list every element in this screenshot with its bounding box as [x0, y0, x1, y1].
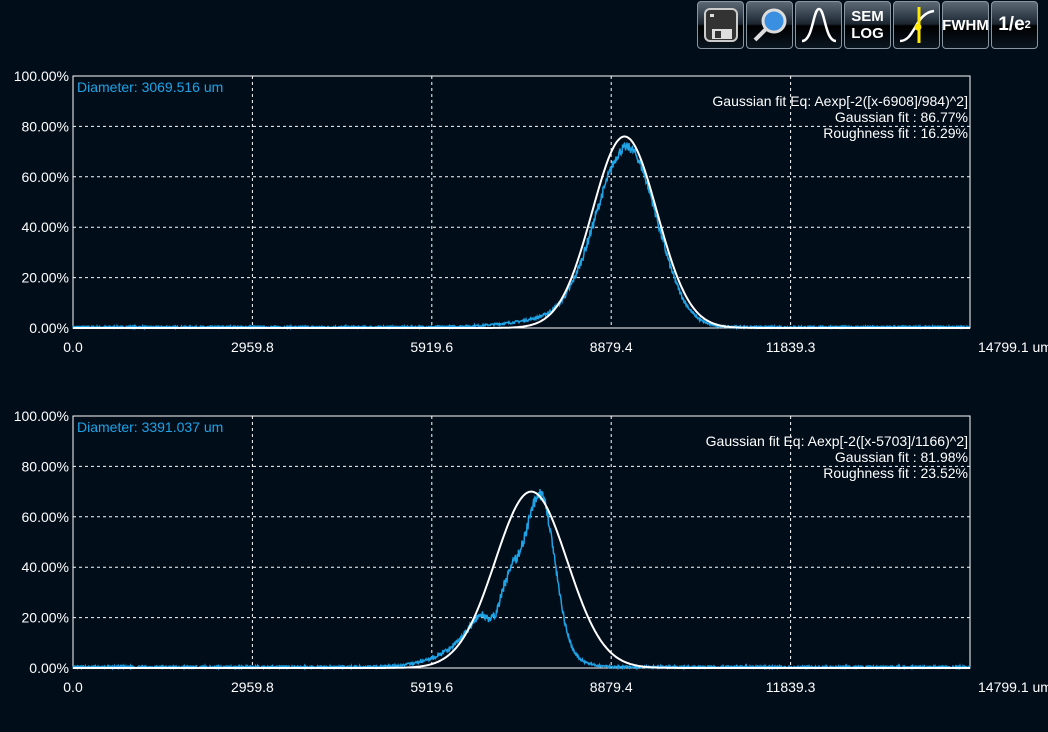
- measured-profile-line: [72, 489, 971, 671]
- diameter-label: Diameter: 3391.037 um: [77, 419, 223, 435]
- threshold-button[interactable]: [893, 1, 940, 49]
- toolbar: SEM LOG FWHM 1/e 2: [697, 1, 1038, 49]
- save-button[interactable]: [697, 1, 744, 49]
- one-over-e-label: 1/e: [998, 14, 1025, 35]
- x-tick-label: 14799.1 um: [978, 339, 1048, 355]
- y-tick-label: 80.00%: [22, 118, 69, 134]
- gaussian-fit-label: Gaussian fit : 86.77%: [835, 109, 968, 125]
- x-tick-label: 8879.4: [590, 339, 633, 355]
- gaussian-icon: [801, 7, 836, 43]
- y-tick-label: 60.00%: [22, 509, 69, 525]
- fwhm-button[interactable]: FWHM: [942, 1, 989, 49]
- x-tick-label: 11839.3: [766, 679, 816, 695]
- x-tick-label: 5919.6: [410, 339, 453, 355]
- x-tick-label: 8879.4: [590, 679, 633, 695]
- profile-chart-x: 0.00% 20.00% 40.00% 60.00% 80.00% 100.00% 0.0 2…: [14, 68, 1048, 355]
- threshold-icon: [899, 7, 934, 43]
- sem-label: SEM: [851, 8, 884, 25]
- y-tick-label: 100.00%: [14, 68, 69, 84]
- x-tick-label: 11839.3: [766, 339, 816, 355]
- y-tick-label: 100.00%: [14, 408, 69, 424]
- y-tick-label: 0.00%: [29, 660, 69, 676]
- equation-label: Gaussian fit Eq: Aexp[-2([x-5703]/1166)^…: [706, 433, 968, 449]
- y-tick-label: 40.00%: [22, 559, 69, 575]
- equation-label: Gaussian fit Eq: Aexp[-2([x-6908]/984)^2…: [712, 93, 968, 109]
- diameter-label: Diameter: 3069.516 um: [77, 79, 223, 95]
- measured-profile-line: [72, 141, 971, 331]
- y-tick-label: 20.00%: [22, 270, 69, 286]
- x-tick-label: 2959.8: [231, 679, 274, 695]
- y-tick-label: 20.00%: [22, 610, 69, 626]
- superscript: 2: [1024, 19, 1031, 31]
- x-tick-label: 0.0: [63, 339, 83, 355]
- gaussian-fit-line: [73, 490, 970, 669]
- x-tick-label: 14799.1 um: [978, 679, 1048, 695]
- x-tick-label: 0.0: [63, 679, 83, 695]
- gaussian-fit-label: Gaussian fit : 81.98%: [835, 449, 968, 465]
- x-tick-label: 2959.8: [231, 339, 274, 355]
- roughness-fit-label: Roughness fit : 16.29%: [823, 125, 968, 141]
- plot-frame: [72, 415, 971, 669]
- y-tick-label: 0.00%: [29, 320, 69, 336]
- y-tick-label: 40.00%: [22, 219, 69, 235]
- profile-chart-y: 0.00% 20.00% 40.00% 60.00% 80.00% 100.00% 0.0 2…: [14, 408, 1048, 695]
- gaussian-button[interactable]: [795, 1, 842, 49]
- magnifier-icon: [753, 8, 786, 42]
- y-tick-label: 60.00%: [22, 169, 69, 185]
- x-tick-label: 5919.6: [410, 679, 453, 695]
- one-over-e2-button[interactable]: 1/e 2: [991, 1, 1038, 49]
- save-icon: [703, 8, 738, 42]
- y-tick-label: 80.00%: [22, 458, 69, 474]
- gaussian-fit-line: [73, 135, 970, 329]
- log-label: LOG: [851, 25, 884, 42]
- plot-frame: [72, 75, 971, 329]
- sem-log-button[interactable]: SEM LOG: [844, 1, 891, 49]
- zoom-button[interactable]: [746, 1, 793, 49]
- roughness-fit-label: Roughness fit : 23.52%: [823, 465, 968, 481]
